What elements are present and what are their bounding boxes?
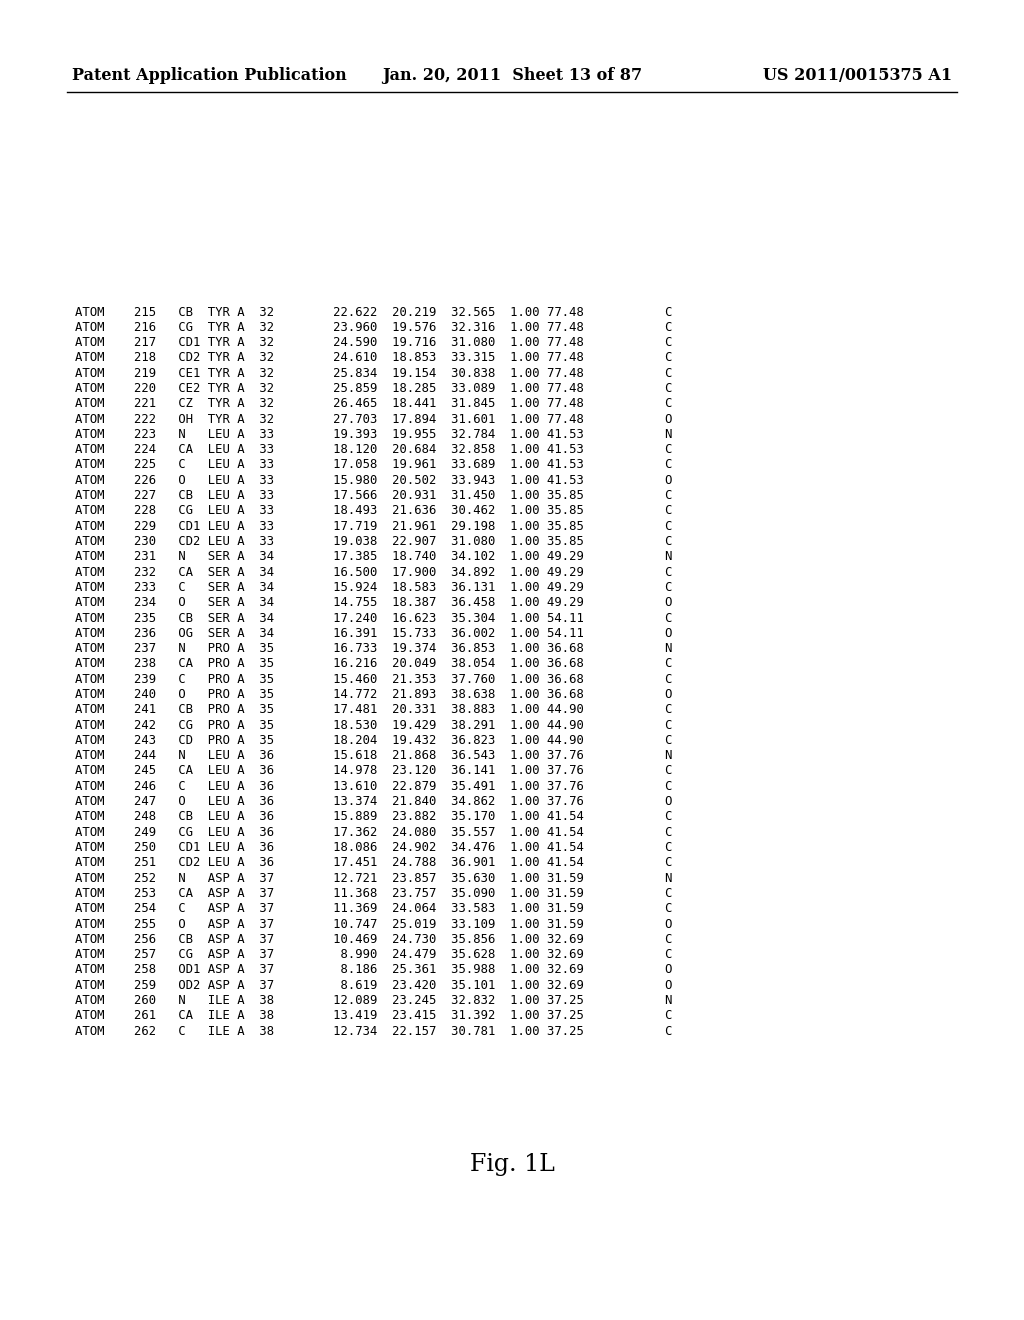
Text: ATOM    241   CB  PRO A  35        17.481  20.331  38.883  1.00 44.90           : ATOM 241 CB PRO A 35 17.481 20.331 38.88… (75, 704, 673, 717)
Text: ATOM    243   CD  PRO A  35        18.204  19.432  36.823  1.00 44.90           : ATOM 243 CD PRO A 35 18.204 19.432 36.82… (75, 734, 673, 747)
Text: ATOM    236   OG  SER A  34        16.391  15.733  36.002  1.00 54.11           : ATOM 236 OG SER A 34 16.391 15.733 36.00… (75, 627, 673, 640)
Text: ATOM    257   CG  ASP A  37         8.990  24.479  35.628  1.00 32.69           : ATOM 257 CG ASP A 37 8.990 24.479 35.628… (75, 948, 673, 961)
Text: ATOM    255   O   ASP A  37        10.747  25.019  33.109  1.00 31.59           : ATOM 255 O ASP A 37 10.747 25.019 33.109… (75, 917, 673, 931)
Text: ATOM    260   N   ILE A  38        12.089  23.245  32.832  1.00 37.25           : ATOM 260 N ILE A 38 12.089 23.245 32.832… (75, 994, 673, 1007)
Text: Patent Application Publication: Patent Application Publication (72, 66, 347, 83)
Text: ATOM    219   CE1 TYR A  32        25.834  19.154  30.838  1.00 77.48           : ATOM 219 CE1 TYR A 32 25.834 19.154 30.8… (75, 367, 673, 380)
Text: Jan. 20, 2011  Sheet 13 of 87: Jan. 20, 2011 Sheet 13 of 87 (382, 66, 642, 83)
Text: ATOM    252   N   ASP A  37        12.721  23.857  35.630  1.00 31.59           : ATOM 252 N ASP A 37 12.721 23.857 35.630… (75, 871, 673, 884)
Text: ATOM    234   O   SER A  34        14.755  18.387  36.458  1.00 49.29           : ATOM 234 O SER A 34 14.755 18.387 36.458… (75, 597, 673, 610)
Text: ATOM    220   CE2 TYR A  32        25.859  18.285  33.089  1.00 77.48           : ATOM 220 CE2 TYR A 32 25.859 18.285 33.0… (75, 381, 673, 395)
Text: ATOM    223   N   LEU A  33        19.393  19.955  32.784  1.00 41.53           : ATOM 223 N LEU A 33 19.393 19.955 32.784… (75, 428, 673, 441)
Text: ATOM    258   OD1 ASP A  37         8.186  25.361  35.988  1.00 32.69           : ATOM 258 OD1 ASP A 37 8.186 25.361 35.98… (75, 964, 673, 977)
Text: ATOM    228   CG  LEU A  33        18.493  21.636  30.462  1.00 35.85           : ATOM 228 CG LEU A 33 18.493 21.636 30.46… (75, 504, 673, 517)
Text: ATOM    244   N   LEU A  36        15.618  21.868  36.543  1.00 37.76           : ATOM 244 N LEU A 36 15.618 21.868 36.543… (75, 750, 673, 762)
Text: ATOM    239   C   PRO A  35        15.460  21.353  37.760  1.00 36.68           : ATOM 239 C PRO A 35 15.460 21.353 37.760… (75, 673, 673, 685)
Text: US 2011/0015375 A1: US 2011/0015375 A1 (763, 66, 952, 83)
Text: ATOM    247   O   LEU A  36        13.374  21.840  34.862  1.00 37.76           : ATOM 247 O LEU A 36 13.374 21.840 34.862… (75, 795, 673, 808)
Text: ATOM    232   CA  SER A  34        16.500  17.900  34.892  1.00 49.29           : ATOM 232 CA SER A 34 16.500 17.900 34.89… (75, 565, 673, 578)
Text: ATOM    215   CB  TYR A  32        22.622  20.219  32.565  1.00 77.48           : ATOM 215 CB TYR A 32 22.622 20.219 32.56… (75, 305, 673, 318)
Text: ATOM    217   CD1 TYR A  32        24.590  19.716  31.080  1.00 77.48           : ATOM 217 CD1 TYR A 32 24.590 19.716 31.0… (75, 337, 673, 348)
Text: ATOM    216   CG  TYR A  32        23.960  19.576  32.316  1.00 77.48           : ATOM 216 CG TYR A 32 23.960 19.576 32.31… (75, 321, 673, 334)
Text: ATOM    262   C   ILE A  38        12.734  22.157  30.781  1.00 37.25           : ATOM 262 C ILE A 38 12.734 22.157 30.781… (75, 1024, 673, 1038)
Text: ATOM    226   O   LEU A  33        15.980  20.502  33.943  1.00 41.53           : ATOM 226 O LEU A 33 15.980 20.502 33.943… (75, 474, 673, 487)
Text: ATOM    237   N   PRO A  35        16.733  19.374  36.853  1.00 36.68           : ATOM 237 N PRO A 35 16.733 19.374 36.853… (75, 642, 673, 655)
Text: ATOM    218   CD2 TYR A  32        24.610  18.853  33.315  1.00 77.48           : ATOM 218 CD2 TYR A 32 24.610 18.853 33.3… (75, 351, 673, 364)
Text: ATOM    230   CD2 LEU A  33        19.038  22.907  31.080  1.00 35.85           : ATOM 230 CD2 LEU A 33 19.038 22.907 31.0… (75, 535, 673, 548)
Text: ATOM    249   CG  LEU A  36        17.362  24.080  35.557  1.00 41.54           : ATOM 249 CG LEU A 36 17.362 24.080 35.55… (75, 826, 673, 838)
Text: ATOM    221   CZ  TYR A  32        26.465  18.441  31.845  1.00 77.48           : ATOM 221 CZ TYR A 32 26.465 18.441 31.84… (75, 397, 673, 411)
Text: ATOM    231   N   SER A  34        17.385  18.740  34.102  1.00 49.29           : ATOM 231 N SER A 34 17.385 18.740 34.102… (75, 550, 673, 564)
Text: ATOM    229   CD1 LEU A  33        17.719  21.961  29.198  1.00 35.85           : ATOM 229 CD1 LEU A 33 17.719 21.961 29.1… (75, 520, 673, 533)
Text: ATOM    240   O   PRO A  35        14.772  21.893  38.638  1.00 36.68           : ATOM 240 O PRO A 35 14.772 21.893 38.638… (75, 688, 673, 701)
Text: ATOM    261   CA  ILE A  38        13.419  23.415  31.392  1.00 37.25           : ATOM 261 CA ILE A 38 13.419 23.415 31.39… (75, 1010, 673, 1022)
Text: ATOM    246   C   LEU A  36        13.610  22.879  35.491  1.00 37.76           : ATOM 246 C LEU A 36 13.610 22.879 35.491… (75, 780, 673, 793)
Text: ATOM    251   CD2 LEU A  36        17.451  24.788  36.901  1.00 41.54           : ATOM 251 CD2 LEU A 36 17.451 24.788 36.9… (75, 857, 673, 870)
Text: ATOM    222   OH  TYR A  32        27.703  17.894  31.601  1.00 77.48           : ATOM 222 OH TYR A 32 27.703 17.894 31.60… (75, 413, 673, 425)
Text: ATOM    250   CD1 LEU A  36        18.086  24.902  34.476  1.00 41.54           : ATOM 250 CD1 LEU A 36 18.086 24.902 34.4… (75, 841, 673, 854)
Text: ATOM    254   C   ASP A  37        11.369  24.064  33.583  1.00 31.59           : ATOM 254 C ASP A 37 11.369 24.064 33.583… (75, 902, 673, 915)
Text: ATOM    224   CA  LEU A  33        18.120  20.684  32.858  1.00 41.53           : ATOM 224 CA LEU A 33 18.120 20.684 32.85… (75, 444, 673, 457)
Text: ATOM    245   CA  LEU A  36        14.978  23.120  36.141  1.00 37.76           : ATOM 245 CA LEU A 36 14.978 23.120 36.14… (75, 764, 673, 777)
Text: ATOM    256   CB  ASP A  37        10.469  24.730  35.856  1.00 32.69           : ATOM 256 CB ASP A 37 10.469 24.730 35.85… (75, 933, 673, 946)
Text: ATOM    233   C   SER A  34        15.924  18.583  36.131  1.00 49.29           : ATOM 233 C SER A 34 15.924 18.583 36.131… (75, 581, 673, 594)
Text: ATOM    248   CB  LEU A  36        15.889  23.882  35.170  1.00 41.54           : ATOM 248 CB LEU A 36 15.889 23.882 35.17… (75, 810, 673, 824)
Text: ATOM    235   CB  SER A  34        17.240  16.623  35.304  1.00 54.11           : ATOM 235 CB SER A 34 17.240 16.623 35.30… (75, 611, 673, 624)
Text: ATOM    259   OD2 ASP A  37         8.619  23.420  35.101  1.00 32.69           : ATOM 259 OD2 ASP A 37 8.619 23.420 35.10… (75, 978, 673, 991)
Text: ATOM    253   CA  ASP A  37        11.368  23.757  35.090  1.00 31.59           : ATOM 253 CA ASP A 37 11.368 23.757 35.09… (75, 887, 673, 900)
Text: ATOM    238   CA  PRO A  35        16.216  20.049  38.054  1.00 36.68           : ATOM 238 CA PRO A 35 16.216 20.049 38.05… (75, 657, 673, 671)
Text: ATOM    225   C   LEU A  33        17.058  19.961  33.689  1.00 41.53           : ATOM 225 C LEU A 33 17.058 19.961 33.689… (75, 458, 673, 471)
Text: ATOM    227   CB  LEU A  33        17.566  20.931  31.450  1.00 35.85           : ATOM 227 CB LEU A 33 17.566 20.931 31.45… (75, 490, 673, 502)
Text: Fig. 1L: Fig. 1L (470, 1154, 554, 1176)
Text: ATOM    242   CG  PRO A  35        18.530  19.429  38.291  1.00 44.90           : ATOM 242 CG PRO A 35 18.530 19.429 38.29… (75, 718, 673, 731)
